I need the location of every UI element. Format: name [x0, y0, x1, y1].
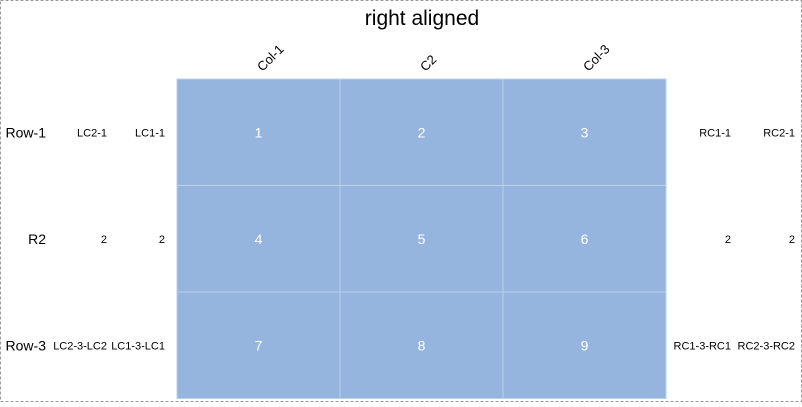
- column-label-2: C2: [417, 52, 439, 74]
- chart-title: right aligned: [365, 7, 479, 30]
- row-label-3: Row-3: [6, 337, 47, 353]
- heatmap-cell-r2-c3: [502, 185, 667, 293]
- cell-value-label: 7: [255, 337, 263, 353]
- right-annotations: RC1-1 2 RC1-3-RC1 RC2-1 2 RC2-3-RC2: [674, 127, 795, 352]
- cell-value-label: 8: [418, 337, 426, 353]
- heatmap-cell-r3-c2: [339, 291, 504, 399]
- column-label-1: Col-1: [254, 42, 287, 75]
- cell-value-label: 3: [581, 124, 589, 140]
- right-annotation-level-1-row-1: RC1-1: [699, 127, 731, 139]
- cell-value-label: 1: [255, 124, 263, 140]
- left-annotation-level-1-row-3: LC1-3-LC1: [111, 340, 165, 352]
- right-annotation-level-2-row-3: RC2-3-RC2: [738, 340, 795, 352]
- right-annotation-level-1-row-2: 2: [725, 234, 731, 246]
- heatmap-cell-r3-c3: [502, 291, 667, 399]
- heatmap-cells: 1 2 3 4 5 6 7 8 9: [176, 78, 667, 399]
- row-label-2: R2: [28, 231, 46, 247]
- cell-value-label: 4: [255, 231, 263, 247]
- left-annotation-level-1-row-2: 2: [159, 234, 165, 246]
- cell-value-label: 9: [581, 337, 589, 353]
- column-labels: Col-1 C2 Col-3: [254, 42, 613, 75]
- row-label-1: Row-1: [6, 124, 47, 140]
- row-labels: Row-1 R2 Row-3: [6, 124, 47, 353]
- heatmap-cell-r1-c2: [339, 78, 504, 186]
- column-label-3: Col-3: [580, 42, 613, 75]
- right-annotation-level-1-row-3: RC1-3-RC1: [674, 340, 731, 352]
- cell-value-label: 6: [581, 231, 589, 247]
- left-annotation-level-1-row-1: LC1-1: [135, 127, 165, 139]
- left-annotation-level-2-row-2: 2: [101, 234, 107, 246]
- right-annotation-level-2-row-1: RC2-1: [763, 127, 795, 139]
- cell-value-label: 2: [418, 124, 426, 140]
- left-annotations: LC2-1 2 LC2-3-LC2 LC1-1 2 LC1-3-LC1: [53, 127, 165, 352]
- right-annotation-level-2-row-2: 2: [789, 234, 795, 246]
- left-annotation-level-2-row-3: LC2-3-LC2: [53, 340, 107, 352]
- cell-value-label: 5: [418, 231, 426, 247]
- left-annotation-level-2-row-1: LC2-1: [77, 127, 107, 139]
